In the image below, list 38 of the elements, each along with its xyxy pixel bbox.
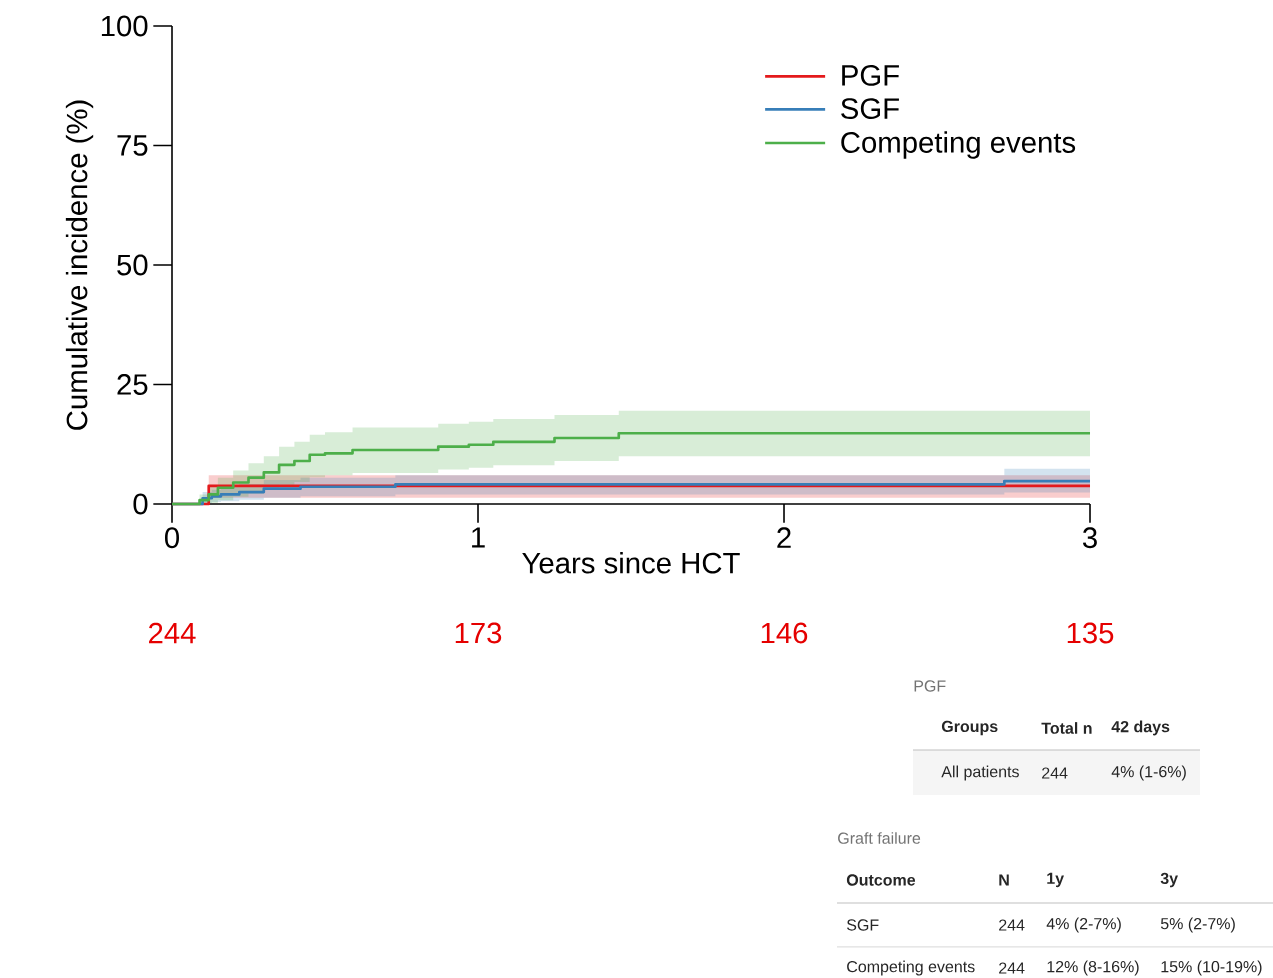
y-tick-label: 100	[101, 15, 148, 37]
text: All patients	[941, 765, 1019, 781]
text: 244	[999, 962, 1025, 974]
text: 244	[149, 622, 196, 644]
text: 4% (2-7%)	[1046, 917, 1121, 933]
x-tick-label: 2	[777, 527, 791, 548]
x-tick-label: 0	[165, 527, 180, 549]
text: N	[999, 874, 1009, 886]
legend-label: PGF	[842, 65, 899, 86]
x-tick-label: 1	[472, 527, 485, 548]
y-tick-label: 75	[117, 135, 148, 156]
text: 146	[761, 622, 808, 644]
x-tick-label: 3	[1082, 527, 1097, 549]
text: 3y	[1160, 872, 1178, 888]
legend-label: Competing events	[841, 131, 1076, 159]
text: 15% (10-19%)	[1161, 960, 1262, 976]
y-axis-title: Cumulative incidence (%)	[65, 100, 94, 430]
text: Outcome	[846, 874, 916, 886]
text: Groups	[941, 720, 998, 736]
text: Competing events	[847, 960, 975, 976]
y-tick-label: 25	[117, 374, 148, 395]
text: Total n	[1041, 722, 1092, 734]
text: 244	[1042, 767, 1068, 779]
x-axis-title: Years since HCT	[522, 551, 740, 574]
y-tick-label: 0	[133, 493, 148, 515]
y-tick-label: 50	[117, 254, 148, 276]
text: 1y	[1047, 872, 1064, 888]
text: PGF	[914, 680, 946, 692]
legend-label: SGF	[841, 98, 899, 119]
text: 173	[455, 622, 502, 644]
text: 244	[999, 919, 1025, 931]
text: 12% (8-16%)	[1047, 960, 1139, 976]
text: SGF	[847, 919, 879, 931]
text: 135	[1067, 622, 1114, 644]
text: 4% (1-6%)	[1111, 765, 1186, 781]
text: 5% (2-7%)	[1160, 917, 1235, 933]
text: 42 days	[1111, 720, 1170, 736]
text: Graft failure	[838, 832, 921, 844]
